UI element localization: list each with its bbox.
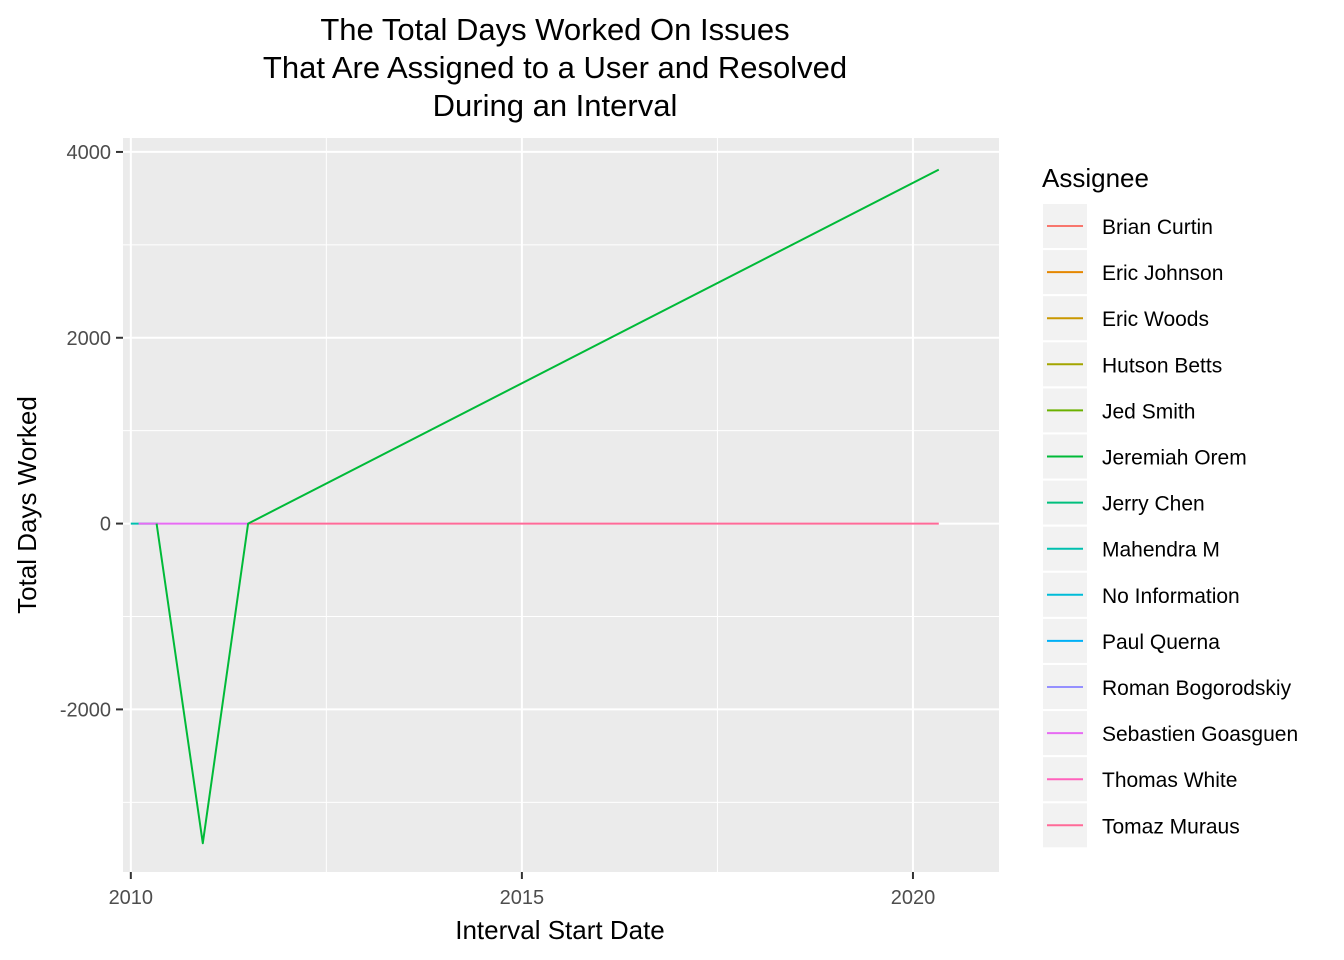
legend-item-3: Hutson Betts <box>1043 342 1222 387</box>
legend-label: Jerry Chen <box>1102 493 1205 516</box>
legend-item-6: Jerry Chen <box>1043 480 1205 525</box>
legend-label: Brian Curtin <box>1102 216 1213 239</box>
legend-label: Eric Johnson <box>1102 262 1223 285</box>
legend-item-8: No Information <box>1043 572 1240 617</box>
legend-label: No Information <box>1102 585 1240 608</box>
legend-item-9: Paul Querna <box>1043 618 1220 663</box>
legend-title: Assignee <box>1042 163 1149 193</box>
x-tick-label-1: 2015 <box>500 887 545 909</box>
chart-title-line-1: The Total Days Worked On Issues <box>320 12 789 47</box>
legend-item-0: Brian Curtin <box>1043 204 1213 248</box>
legend-item-5: Jeremiah Orem <box>1043 434 1247 479</box>
plot-panel <box>123 138 999 872</box>
legend-label: Sebastien Goasguen <box>1102 723 1298 746</box>
chart-title-line-3: During an Interval <box>433 88 678 123</box>
y-tick-label-0: -2000 <box>60 699 111 721</box>
series-line-3 <box>155 168 940 845</box>
legend-label: Mahendra M <box>1102 539 1220 562</box>
grid-minor <box>123 138 999 872</box>
legend-label: Roman Bogorodskiy <box>1102 677 1292 700</box>
y-axis-title: Total Days Worked <box>12 396 42 614</box>
legend-item-10: Roman Bogorodskiy <box>1043 665 1292 709</box>
series-lines <box>130 168 940 845</box>
x-axis-title: Interval Start Date <box>455 915 665 945</box>
chart-title: The Total Days Worked On Issues That Are… <box>263 12 847 123</box>
legend-label: Hutson Betts <box>1102 354 1222 377</box>
x-tick-label-2: 2020 <box>891 887 936 909</box>
legend-label: Jed Smith <box>1102 400 1195 423</box>
legend-label: Paul Querna <box>1102 631 1220 654</box>
x-tick-label-0: 2010 <box>109 887 154 909</box>
legend-item-7: Mahendra M <box>1043 526 1220 571</box>
y-tick-label-1: 0 <box>100 514 111 536</box>
legend-label: Eric Woods <box>1102 308 1209 331</box>
legend-item-11: Sebastien Goasguen <box>1043 711 1298 756</box>
legend-label: Tomaz Muraus <box>1102 815 1240 838</box>
legend: Assignee Brian Curtin Eric Johnson Eric Wo… <box>1042 163 1298 848</box>
y-axis-ticks: -2000 0 2000 4000 <box>60 142 123 721</box>
legend-item-13: Tomaz Muraus <box>1043 803 1240 848</box>
x-axis-ticks: 2010 2015 2020 <box>109 872 936 909</box>
legend-label: Thomas White <box>1102 769 1237 792</box>
legend-item-1: Eric Johnson <box>1043 250 1223 295</box>
y-tick-label-3: 4000 <box>67 142 112 164</box>
legend-item-2: Eric Woods <box>1043 296 1209 341</box>
y-tick-label-2: 2000 <box>67 328 112 350</box>
chart-title-line-2: That Are Assigned to a User and Resolved <box>263 50 847 85</box>
legend-label: Jeremiah Orem <box>1102 447 1247 470</box>
legend-item-12: Thomas White <box>1043 757 1237 802</box>
legend-item-4: Jed Smith <box>1043 388 1195 433</box>
